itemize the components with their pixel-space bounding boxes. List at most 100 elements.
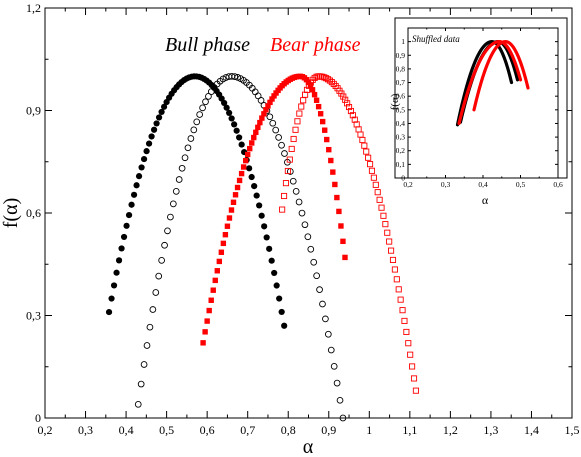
data-point [249,140,255,146]
data-point [345,103,353,111]
data-point [223,104,230,111]
data-point [242,157,249,164]
data-point [153,120,160,127]
data-point [238,141,245,148]
data-point [175,176,183,183]
data-point [231,73,239,80]
inset-x-tick-label: 0,4 [478,180,488,189]
data-point [315,103,322,110]
data-point [167,213,174,221]
data-point [300,97,307,104]
inset-x-tick-label: 0,2 [403,180,413,189]
inset-axis-ticks: 0,2 0,3 0,4 0,5 0,6 0 0,1 0,2 0,3 0,4 0,5 0,6 0,7 0,8… [396,28,563,189]
data-point [324,330,332,338]
data-point [278,141,285,149]
data-point [290,135,297,143]
data-point [326,146,332,153]
data-point [310,258,318,266]
data-point [292,126,299,133]
data-point [210,287,216,293]
data-point [269,119,277,127]
data-point [374,189,381,196]
y-axis-title: f(α) [0,198,22,228]
data-point [292,188,300,195]
data-point [206,307,212,314]
data-point [397,296,404,303]
data-point [253,192,260,199]
data-point [399,307,406,314]
data-point [263,234,270,241]
data-point [307,82,314,89]
data-point [231,121,238,128]
data-point [368,167,376,174]
annotation-bull-phase: Bull phase [165,34,250,56]
data-point [251,134,257,141]
data-point [228,207,235,213]
data-point [266,245,273,252]
inset-x-tick-label: 0,6 [553,180,563,189]
main-y-tick-label: 0,6 [26,206,41,220]
data-point [393,276,400,283]
inset-x-axis-title: α [482,193,489,207]
data-point [137,380,145,388]
data-point [363,148,370,155]
data-point [190,126,198,134]
main-x-tick-label: 0,3 [78,423,93,437]
data-point [224,223,231,229]
data-point [388,247,395,254]
inset-series-2-line [457,40,523,126]
data-point [267,99,273,106]
data-point [113,269,120,276]
data-point [150,126,158,133]
data-point [326,77,333,84]
data-point [389,256,397,263]
data-point [332,181,338,188]
data-point [234,184,241,191]
data-point [330,169,336,175]
data-point [214,268,220,274]
data-point [305,82,312,89]
data-point [259,115,265,121]
main-x-tick-label: 0,9 [321,423,336,437]
data-point [247,145,253,152]
data-point [140,155,148,163]
data-point [130,191,138,198]
data-point [311,91,318,98]
inset-y-tick-label: 0,3 [396,133,406,142]
data-point [403,328,410,336]
data-point [284,167,291,175]
data-point [319,300,326,308]
data-point [347,107,354,115]
data-point [278,308,285,316]
main-y-tick-label: 0 [35,411,41,425]
data-point [230,199,237,205]
data-point [410,375,418,382]
data-point [265,103,271,109]
data-point [313,97,320,103]
data-point [367,161,374,168]
data-point [125,211,133,219]
inset-y-tick-label: 0,1 [396,160,406,169]
data-point [378,204,385,211]
data-point [336,396,344,404]
data-point [275,134,282,141]
data-point [309,76,316,83]
data-point [359,136,366,144]
data-point [202,329,208,335]
main-y-tick-label: 1,2 [26,1,41,15]
data-point [301,221,309,229]
data-point [286,156,293,163]
main-axis-ticks: 0,2 0,3 0,4 0,5 0,6 0,7 0,8 0,9 1 1,1 1,2 1,3 1,4 1,5… [26,1,580,437]
data-point [307,245,315,253]
main-x-tick-label: 0,7 [240,423,255,437]
data-point [361,142,368,149]
data-point [405,340,412,347]
data-point [205,93,212,100]
data-point [233,127,240,134]
data-point [155,114,163,121]
main-x-tick-label: 0,4 [119,423,134,437]
data-point [370,174,377,181]
data-point [257,97,265,104]
data-point [246,165,253,172]
data-point [161,241,168,249]
